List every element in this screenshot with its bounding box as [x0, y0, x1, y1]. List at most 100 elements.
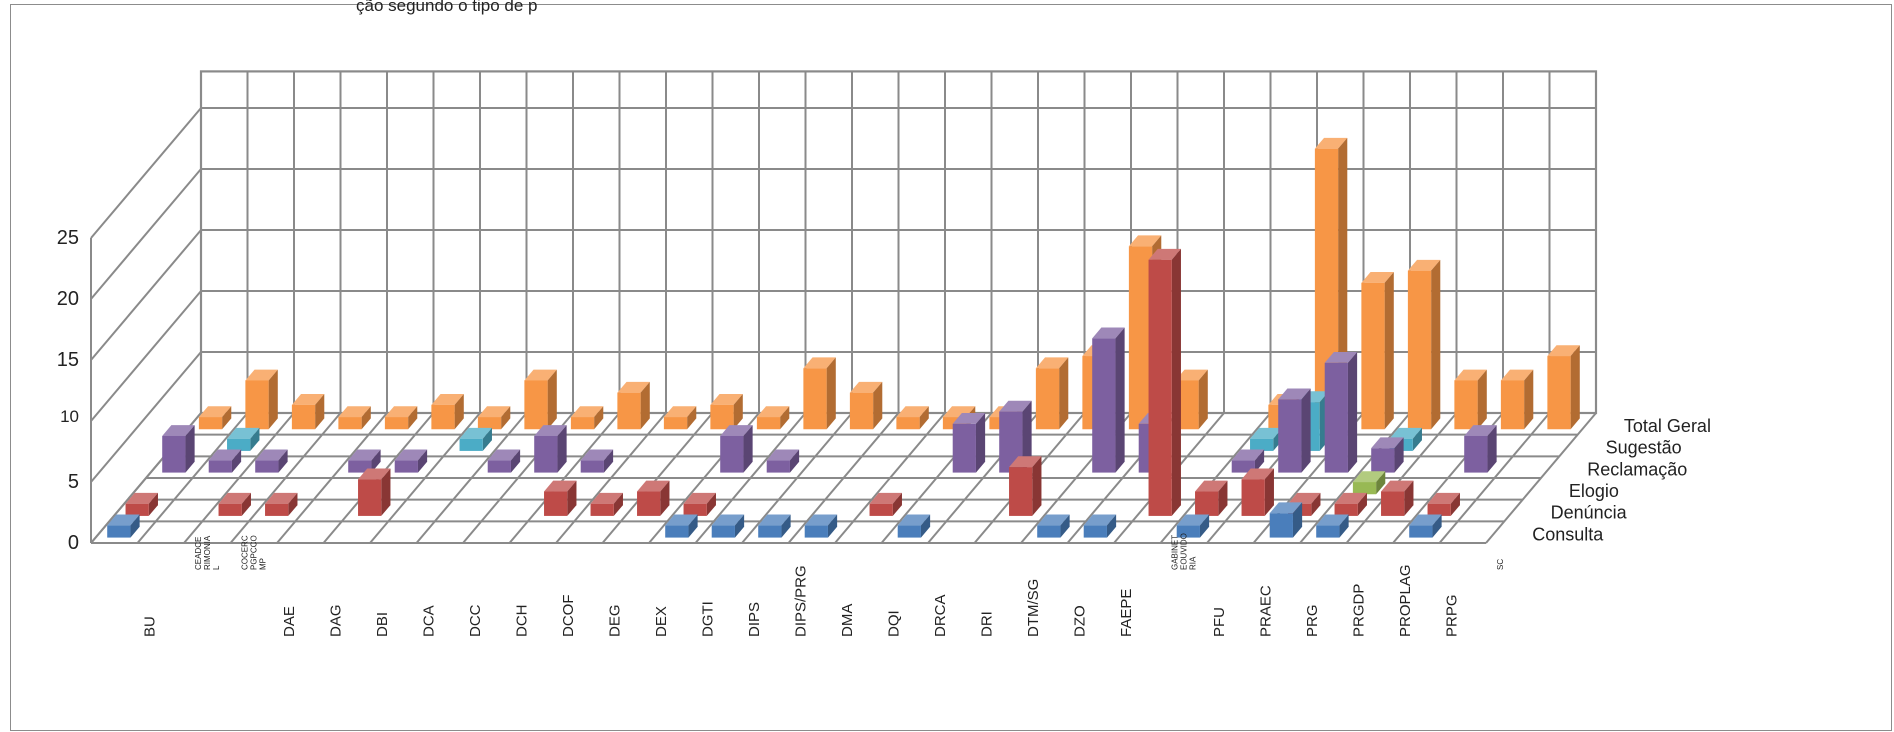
y-tick-label: 10 — [60, 407, 79, 426]
bar-denncia-19 — [1009, 456, 1042, 516]
side-gridline — [90, 290, 202, 422]
category-label: PRPG — [1443, 594, 1460, 637]
bar-totalgeral-15 — [896, 406, 929, 430]
chart-frame: ção segundo o tipo de p 0 5 10 15 20 25 Consul… — [10, 0, 1892, 731]
bar-denncia-3 — [265, 492, 298, 516]
bar-denncia-27 — [1381, 480, 1414, 516]
bar-reclamao-13 — [766, 449, 800, 473]
bar-consulta-13 — [711, 514, 745, 538]
bar-denncia-5 — [358, 468, 391, 516]
category-label: PFU — [1211, 607, 1228, 637]
category-label: FAEPE — [1118, 589, 1135, 637]
series-label: Consulta — [1532, 524, 1604, 544]
bar-consulta-26 — [1316, 514, 1349, 538]
bar-consulta-0 — [107, 514, 140, 538]
bar-reclamao-7 — [487, 449, 521, 473]
category-label: DIPS — [746, 602, 763, 637]
bar-consulta-15 — [804, 514, 838, 538]
bar-denncia-11 — [637, 480, 670, 516]
category-label: DAE — [281, 606, 298, 637]
category-label: DQI — [885, 610, 902, 637]
bar-consulta-20 — [1037, 514, 1070, 538]
bar-reclamao-20 — [1092, 327, 1125, 473]
bar-sugesto-1 — [227, 427, 260, 451]
bar-totalgeral-3 — [338, 406, 371, 430]
category-label: DAG — [327, 604, 344, 637]
bar-denncia-12 — [683, 492, 716, 516]
side-gridline — [90, 107, 202, 239]
bar-totalgeral-28 — [1500, 369, 1534, 430]
bar-denncia-23 — [1195, 480, 1228, 516]
bar-denncia-2 — [218, 492, 251, 516]
bar-reclamao-8 — [534, 425, 567, 473]
bar-denncia-22 — [1148, 248, 1181, 516]
bar-totalgeral-12 — [756, 406, 790, 430]
category-label: PROPLAG — [1397, 564, 1414, 637]
bar-reclamao-9 — [580, 449, 614, 473]
bar-totalgeral-6 — [477, 406, 511, 430]
category-label: DEG — [606, 604, 623, 637]
bar-totalgeral-11 — [710, 394, 743, 430]
bar-totalgeral-8 — [570, 406, 604, 430]
bar-totalgeral-29 — [1547, 345, 1580, 430]
category-label: PRAEC — [1257, 585, 1274, 637]
series-label: Sugestão — [1606, 438, 1682, 458]
y-axis-ticks: 0 5 10 15 20 25 — [57, 227, 79, 554]
bar-totalgeral-21 — [1175, 369, 1208, 430]
category-label: DRI — [978, 611, 995, 637]
chart-title-fragment: ção segundo o tipo de p — [356, 0, 538, 15]
category-label: DTM/SG — [1025, 579, 1042, 637]
category-label: PRG — [1304, 604, 1321, 637]
bar-reclamao-1 — [208, 449, 242, 473]
bar-denncia-9 — [544, 480, 577, 516]
category-label: BU — [141, 616, 158, 637]
bar-consulta-12 — [665, 514, 698, 538]
chart-3d-bars: 0 5 10 15 20 25 ConsultaDenúnciaElogioReclamaç… — [57, 70, 1711, 637]
category-label: DGTI — [699, 601, 716, 637]
bar-denncia-10 — [590, 492, 623, 516]
bar-denncia-0 — [125, 492, 158, 516]
side-gridline — [90, 229, 202, 361]
series-label: Denúncia — [1551, 503, 1628, 523]
bar-reclamao-2 — [255, 449, 288, 473]
bar-reclamao-0 — [162, 425, 195, 473]
bar-totalgeral-18 — [1035, 357, 1069, 430]
series-label: Total Geral — [1624, 416, 1711, 436]
bar-totalgeral-7 — [524, 369, 557, 430]
series-label: Reclamação — [1587, 459, 1687, 479]
series-labels: ConsultaDenúnciaElogioReclamaçãoSugestão… — [1532, 416, 1711, 544]
bar-totalgeral-0 — [198, 406, 232, 430]
bar-reclamao-26 — [1371, 437, 1404, 473]
bar-consulta-14 — [758, 514, 791, 538]
category-label: DRCA — [932, 594, 949, 637]
series-label: Elogio — [1569, 481, 1619, 501]
y-tick-label: 20 — [57, 288, 79, 310]
bar-totalgeral-26 — [1407, 259, 1441, 430]
category-label: DCA — [420, 605, 437, 637]
bar-totalgeral-25 — [1361, 272, 1394, 430]
category-label: DCOF — [560, 595, 577, 638]
bar-consulta-23 — [1176, 514, 1210, 538]
category-label: CEADCERIMONIAL — [194, 535, 221, 570]
bar-reclamao-18 — [999, 400, 1032, 473]
bar-denncia-16 — [869, 492, 902, 516]
category-label: DBI — [374, 612, 391, 637]
category-label: COCERCPGPCCOMP — [240, 535, 267, 570]
bar-reclamao-12 — [720, 425, 753, 473]
bar-reclamao-23 — [1231, 449, 1265, 473]
y-tick-label: 5 — [68, 471, 79, 493]
side-gridline — [90, 351, 202, 483]
bar-totalgeral-13 — [803, 357, 836, 430]
category-label: DZO — [1071, 605, 1088, 637]
category-label: DCC — [467, 604, 484, 637]
bar-consulta-17 — [897, 514, 931, 538]
y-tick-label: 0 — [68, 532, 79, 554]
bar-elogio-26 — [1352, 471, 1386, 495]
bar-consulta-21 — [1083, 514, 1117, 538]
bar-sugesto-6 — [459, 427, 492, 451]
bar-reclamao-5 — [394, 449, 428, 473]
bar-reclamao-25 — [1324, 351, 1358, 473]
y-tick-label: 25 — [57, 227, 79, 249]
bar-reclamao-24 — [1278, 388, 1311, 473]
category-labels: BU CEADCERIMONIAL COCERCPGPCCOMP DAE DAG DBI D… — [141, 533, 1505, 637]
